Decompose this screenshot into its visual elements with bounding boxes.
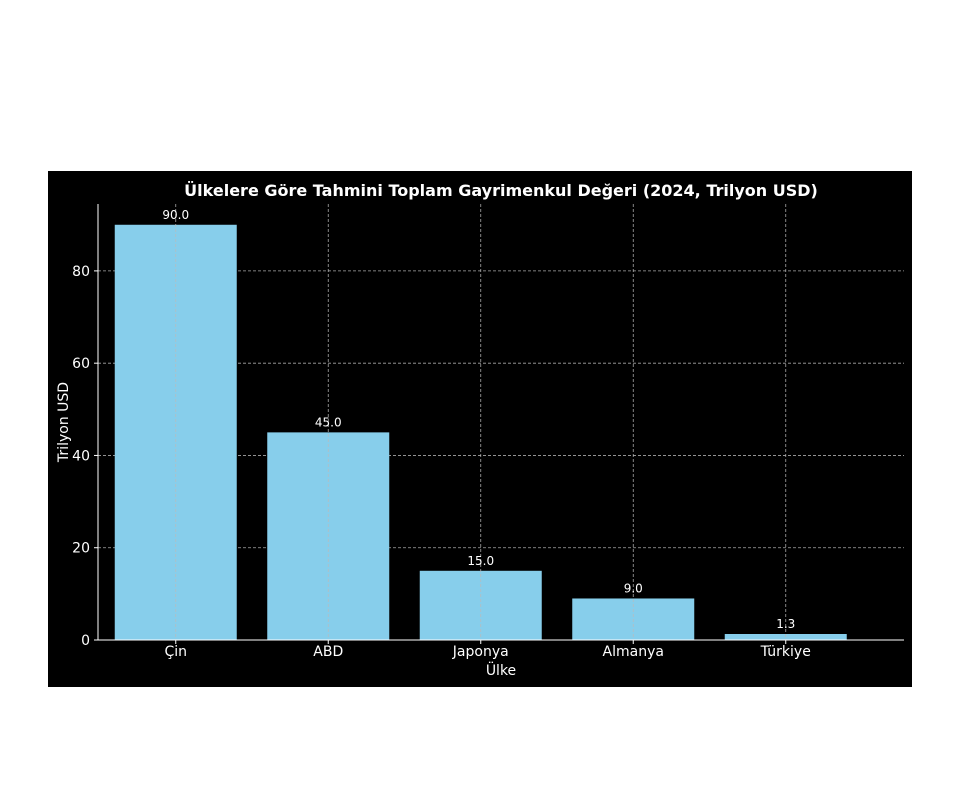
y-tick-label: 0: [81, 633, 90, 649]
y-tick-label: 20: [72, 541, 90, 557]
bar-layer: [114, 224, 847, 640]
x-tick-label: Japonya: [452, 644, 509, 660]
chart-title: Ülkelere Göre Tahmini Toplam Gayrimenkul…: [184, 181, 818, 200]
bar: [724, 634, 847, 640]
bar-value-label: 9.0: [624, 581, 643, 595]
bar-value-label: 45.0: [315, 415, 342, 429]
x-axis-label: Ülke: [486, 661, 516, 679]
y-tick-label: 40: [72, 448, 90, 464]
bar-value-label: 15.0: [467, 554, 494, 568]
vertical-grid-layer: [175, 204, 787, 640]
x-tick-label: Türkiye: [760, 644, 811, 660]
x-tick-label: Almanya: [603, 644, 664, 660]
y-tick-label: 80: [72, 264, 90, 280]
x-tick-label: Çin: [164, 644, 187, 660]
bar-value-label: 90.0: [162, 208, 189, 222]
y-tick-label: 60: [72, 356, 90, 372]
axis-layer: [94, 204, 904, 644]
bar: [114, 224, 237, 640]
bar-value-label: 1.3: [776, 617, 795, 631]
label-layer: 0 20 40 60 80 90.0 Çin 45.0 ABD 15.0 Japonya 9.0 Alm…: [72, 208, 811, 660]
x-tick-label: ABD: [313, 644, 343, 660]
y-axis-label: Trilyon USD: [56, 382, 72, 463]
